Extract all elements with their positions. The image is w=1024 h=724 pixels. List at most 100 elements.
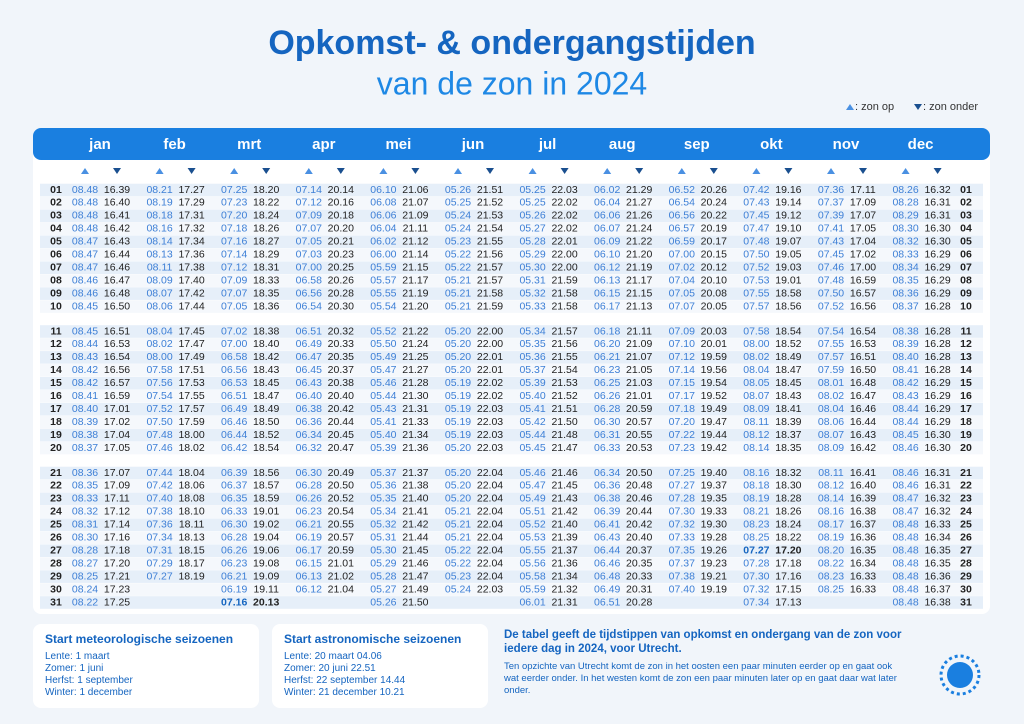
sunset-time: 16.57 — [850, 287, 876, 299]
sunset-time: 21.56 — [551, 338, 577, 350]
sunrise-time: 05.19 — [445, 416, 471, 428]
sunset-time: 17.13 — [775, 596, 801, 608]
day-label: 29 — [960, 570, 972, 582]
sunset-time: 17.38 — [178, 261, 204, 273]
sunset-time: 21.34 — [551, 570, 577, 582]
sunset-time: 17.04 — [104, 429, 130, 441]
sunrise-time: 08.33 — [892, 249, 918, 261]
sunrise-time: 08.48 — [892, 557, 918, 569]
row-stripe — [40, 428, 983, 442]
sunrise-time: 05.24 — [445, 583, 471, 595]
sunrise-time: 08.16 — [818, 506, 844, 518]
sunset-time: 21.59 — [551, 274, 577, 286]
sunrise-time: 08.48 — [892, 583, 918, 595]
sunset-time: 16.39 — [850, 493, 876, 505]
day-label: 13 — [50, 351, 62, 363]
sunset-time: 16.51 — [850, 351, 876, 363]
sunset-time: 21.20 — [402, 300, 428, 312]
sunset-time: 16.56 — [850, 300, 876, 312]
month-header: jun — [461, 136, 485, 153]
row-stripe — [40, 479, 983, 493]
sunset-time: 16.34 — [850, 557, 876, 569]
sunrise-time: 08.44 — [892, 416, 918, 428]
sunset-time: 21.30 — [402, 390, 428, 402]
sunset-time: 18.43 — [775, 390, 801, 402]
sunset-time: 17.02 — [104, 416, 130, 428]
sunset-time: 16.34 — [924, 532, 950, 544]
sunset-time: 21.19 — [402, 287, 428, 299]
sunset-time: 16.38 — [924, 596, 950, 608]
sunset-time: 16.35 — [924, 544, 950, 556]
sunrise-time: 07.14 — [669, 364, 695, 376]
sunset-time: 18.26 — [775, 506, 801, 518]
sunset-time: 17.44 — [178, 300, 204, 312]
sunrise-time: 05.54 — [370, 300, 396, 312]
sunset-time: 18.39 — [775, 416, 801, 428]
sunrise-time: 06.19 — [296, 532, 322, 544]
day-label: 06 — [960, 249, 972, 261]
sunrise-time: 08.06 — [818, 416, 844, 428]
sunset-time: 21.48 — [551, 429, 577, 441]
sunrise-time: 06.21 — [594, 351, 620, 363]
row-stripe — [40, 183, 983, 197]
sunset-time: 16.28 — [924, 351, 950, 363]
day-label: 22 — [50, 480, 62, 492]
sunset-arrow — [262, 168, 271, 174]
sunset-time: 16.43 — [104, 236, 130, 248]
sunset-time: 16.39 — [104, 184, 130, 196]
sunrise-time: 07.43 — [743, 197, 769, 209]
sunrise-time: 06.38 — [296, 403, 322, 415]
sunrise-time: 08.17 — [818, 519, 844, 531]
sunrise-time: 07.16 — [221, 236, 247, 248]
sunset-time: 20.26 — [328, 274, 354, 286]
sunrise-time: 07.14 — [221, 249, 247, 261]
sunset-time: 16.59 — [104, 390, 130, 402]
sunset-time: 20.52 — [328, 493, 354, 505]
sunrise-time: 07.36 — [146, 519, 172, 531]
sunrise-time: 06.44 — [594, 544, 620, 556]
sunrise-time: 08.16 — [743, 467, 769, 479]
sunset-time: 16.36 — [850, 532, 876, 544]
sunset-time: 20.12 — [701, 261, 727, 273]
sunrise-time: 08.00 — [743, 338, 769, 350]
sunrise-time: 05.23 — [445, 236, 471, 248]
sunrise-time: 06.58 — [296, 274, 322, 286]
sunset-time: 21.50 — [402, 596, 428, 608]
sunset-time: 16.37 — [924, 583, 950, 595]
sunrise-time: 08.28 — [892, 197, 918, 209]
sunrise-time: 06.49 — [594, 583, 620, 595]
sunrise-time: 05.32 — [370, 519, 396, 531]
sunset-time: 21.31 — [402, 403, 428, 415]
sunset-time: 16.28 — [924, 325, 950, 337]
sunrise-time: 06.25 — [594, 377, 620, 389]
sunset-time: 20.25 — [328, 261, 354, 273]
sunset-time: 17.53 — [178, 377, 204, 389]
sunset-time: 18.37 — [775, 429, 801, 441]
sunrise-time: 07.29 — [146, 557, 172, 569]
sunset-time: 20.30 — [328, 300, 354, 312]
month-header: mrt — [237, 136, 261, 153]
sunset-time: 18.26 — [253, 223, 279, 235]
sunrise-time: 07.05 — [221, 300, 247, 312]
sunrise-time: 06.15 — [296, 557, 322, 569]
sunrise-time: 05.28 — [370, 570, 396, 582]
sunrise-time: 05.32 — [519, 287, 545, 299]
sunset-time: 21.01 — [626, 390, 652, 402]
sunrise-time: 08.09 — [743, 403, 769, 415]
season-title: Start meteorologische seizoenen — [45, 632, 234, 646]
sunset-time: 20.54 — [328, 506, 354, 518]
sunrise-time: 08.47 — [892, 506, 918, 518]
day-label: 11 — [50, 325, 61, 337]
sunrise-time: 07.15 — [669, 377, 695, 389]
sunrise-time: 05.26 — [445, 184, 471, 196]
sunset-time: 20.28 — [626, 596, 652, 608]
sunset-time: 17.40 — [178, 274, 204, 286]
row-stripe — [40, 518, 983, 532]
day-label: 24 — [50, 506, 62, 518]
row-stripe — [40, 492, 983, 506]
sunrise-time: 05.31 — [519, 274, 545, 286]
sunset-time: 18.47 — [253, 390, 279, 402]
sunset-time: 20.28 — [328, 287, 354, 299]
day-label: 15 — [960, 377, 972, 389]
sunset-time: 19.10 — [775, 223, 801, 235]
